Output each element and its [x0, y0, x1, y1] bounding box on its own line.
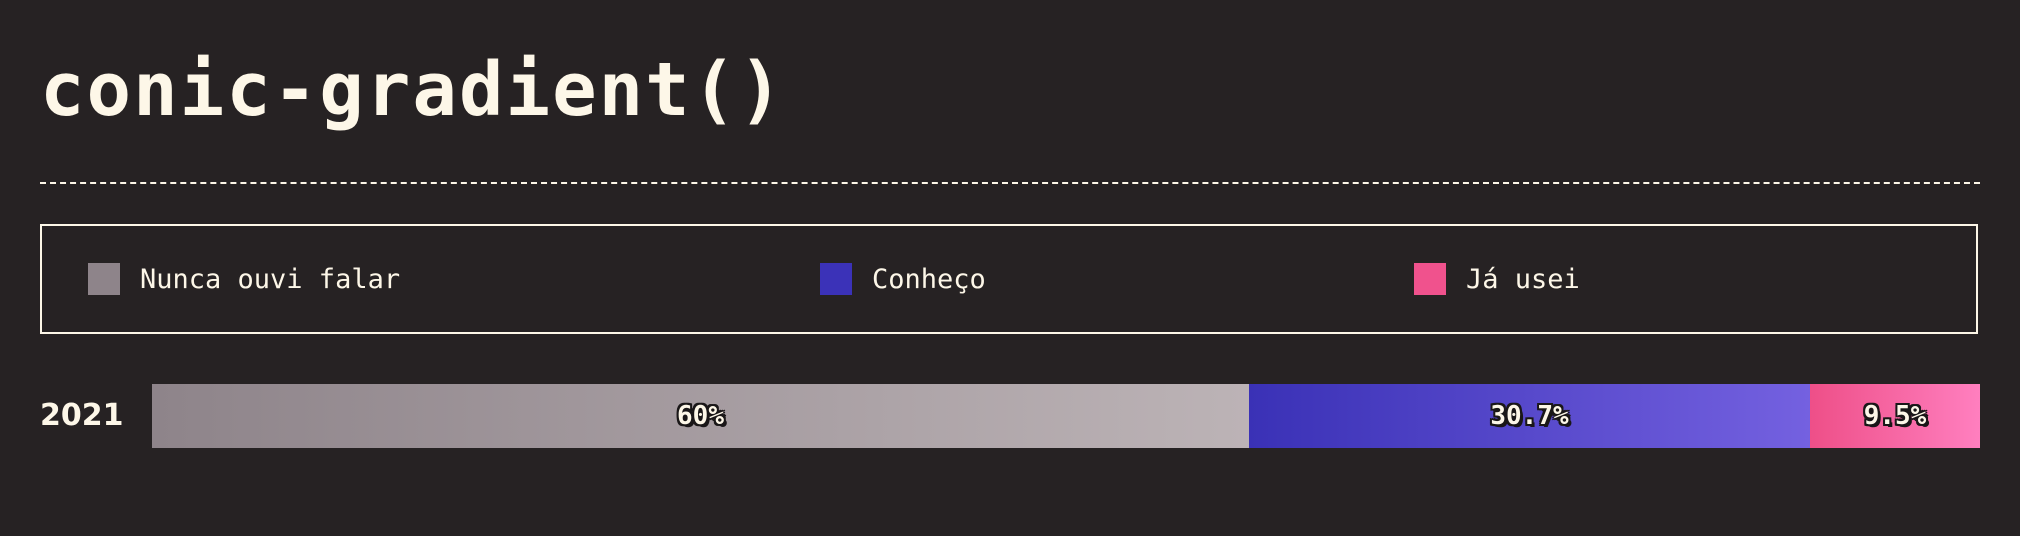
legend-label: Já usei [1466, 263, 1580, 295]
dashed-divider [40, 182, 1980, 184]
bar-value-label: 60% [677, 401, 724, 431]
legend-item-nunca-ouvi-falar: Nunca ouvi falar [88, 226, 400, 332]
legend-label: Nunca ouvi falar [140, 263, 401, 295]
category-label: 2021 [40, 398, 124, 433]
legend-item-conheco: Conheço [820, 226, 986, 332]
legend-swatch-nunca-ouvi-falar [88, 263, 120, 295]
chart-legend: Nunca ouvi falar Conheço Já usei [40, 224, 1978, 334]
bar-value-label: 9.5% [1863, 401, 1927, 431]
legend-label: Conheço [872, 263, 986, 295]
legend-swatch-conheco [820, 263, 852, 295]
bar-segment-1: 60% [152, 384, 1249, 448]
stacked-bar: 60% 30.7% 9.5% [152, 384, 1980, 448]
bar-segment-3: 9.5% [1810, 384, 1980, 448]
bar-segment-2: 30.7% [1249, 384, 1810, 448]
page-title: conic-gradient() [40, 47, 785, 133]
bar-value-label: 30.7% [1490, 401, 1569, 431]
legend-swatch-ja-usei [1414, 263, 1446, 295]
legend-item-ja-usei: Já usei [1414, 226, 1580, 332]
